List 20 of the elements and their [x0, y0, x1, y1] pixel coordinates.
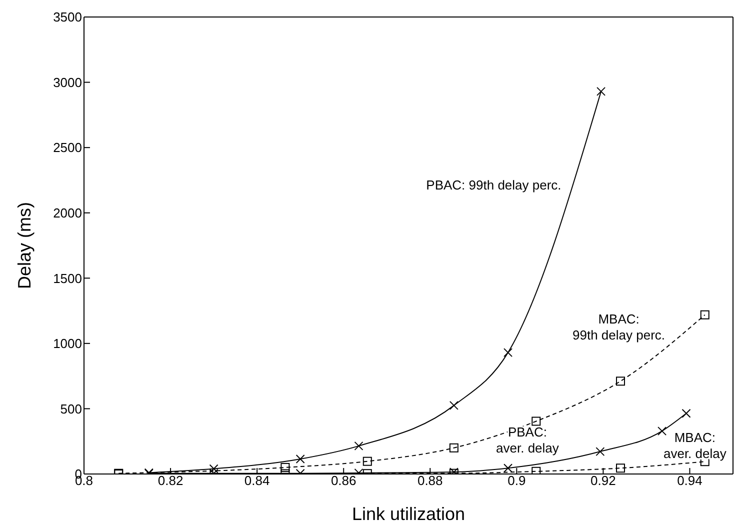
x-axis-title: Link utilization — [352, 504, 466, 524]
y-tick-label: 500 — [60, 401, 82, 416]
y-tick-label: 3500 — [53, 10, 82, 25]
series-label: MBAC: aver. delay — [663, 430, 727, 462]
x-tick-label: 0.84 — [244, 473, 270, 488]
y-tick-label: 1000 — [53, 336, 82, 352]
x-tick-label: 0.82 — [158, 473, 184, 488]
y-tick-label: 2500 — [53, 140, 82, 156]
series-label: MBAC: 99th delay perc. — [572, 312, 666, 343]
y-axis-title: Delay (ms) — [14, 202, 34, 290]
x-tick-label: 0.86 — [330, 473, 356, 488]
y-tick-label: 1500 — [53, 270, 82, 286]
x-tick-label: 0.94 — [677, 473, 702, 488]
x-tick-label: 0.9 — [508, 473, 526, 488]
series-label: PBAC: aver. delay — [496, 424, 560, 456]
series-label: PBAC: 99th delay perc. — [426, 178, 562, 194]
x-tick-label: 0.92 — [590, 473, 616, 488]
x-tick-label: 0.88 — [417, 473, 443, 488]
y-tick-label: 2000 — [53, 205, 82, 220]
y-tick-label: 3000 — [53, 74, 82, 90]
